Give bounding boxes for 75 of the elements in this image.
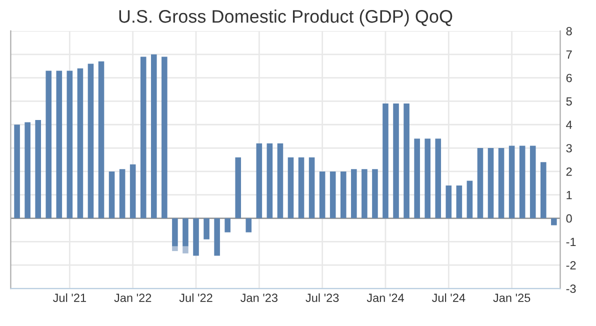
bar	[530, 146, 536, 218]
bar	[288, 157, 294, 218]
y-tick-label: 4	[566, 120, 572, 129]
bar	[246, 218, 252, 232]
bar	[172, 246, 178, 252]
bar	[182, 218, 188, 246]
bar	[372, 169, 378, 218]
bar	[393, 104, 399, 218]
bar	[224, 218, 230, 232]
bar	[266, 143, 273, 218]
bar	[477, 148, 484, 218]
bar	[540, 162, 546, 218]
bar	[382, 104, 388, 218]
bar	[277, 143, 284, 218]
bar	[162, 56, 168, 218]
bar	[466, 180, 473, 218]
bar	[66, 70, 73, 218]
bar	[108, 171, 115, 218]
bar	[488, 148, 494, 218]
x-tick-label: Jul '21	[52, 293, 86, 302]
y-tick-label: 8	[566, 27, 572, 36]
y-tick-label: 0	[566, 214, 572, 223]
bar	[508, 146, 515, 218]
bar	[404, 104, 410, 218]
bar	[446, 185, 452, 218]
bar	[298, 157, 304, 218]
bar	[56, 70, 62, 218]
bar	[119, 169, 126, 218]
x-tick-label: Jul '24	[432, 293, 466, 302]
bar	[519, 146, 526, 218]
bar	[151, 54, 157, 218]
bar	[140, 56, 146, 218]
chart-title: U.S. Gross Domestic Product (GDP) QoQ	[119, 10, 452, 26]
bar	[551, 218, 557, 226]
y-tick-label: 1	[566, 191, 572, 200]
bar	[214, 218, 220, 256]
bar	[319, 171, 326, 218]
bar	[498, 148, 504, 218]
bar	[98, 61, 104, 218]
y-tick-label: 5	[566, 97, 572, 106]
x-tick-label: Jan '25	[493, 294, 530, 302]
y-tick-label: 6	[566, 74, 572, 82]
x-tick-label: Jan '24	[366, 294, 404, 302]
bar	[172, 218, 178, 246]
x-tick-label: Jul '22	[179, 293, 212, 302]
bar	[256, 143, 262, 218]
x-tick-label: Jan '22	[114, 294, 152, 302]
bar	[235, 157, 242, 218]
bar	[424, 138, 430, 218]
bar	[24, 122, 30, 218]
bar	[88, 64, 94, 218]
x-tick-label: Jul '23	[306, 293, 339, 302]
bar	[351, 169, 357, 218]
y-tick-label: -3	[566, 284, 576, 293]
bar	[204, 218, 210, 240]
y-tick-label: -2	[566, 261, 576, 270]
x-tick-label: Jan '23	[240, 294, 278, 302]
bar	[14, 124, 20, 218]
y-tick-label: 2	[566, 167, 572, 176]
y-tick-label: -1	[566, 238, 576, 246]
bar	[340, 171, 346, 218]
bar	[330, 171, 336, 218]
y-tick-label: 7	[566, 50, 572, 59]
bar	[456, 185, 462, 218]
bar	[35, 120, 41, 218]
bar	[435, 138, 442, 218]
bar	[77, 68, 84, 218]
bar	[130, 164, 136, 218]
bar	[308, 157, 315, 218]
bar	[193, 218, 199, 256]
bar	[46, 70, 52, 218]
bar	[414, 138, 420, 218]
bar	[182, 246, 188, 254]
y-tick-label: 3	[566, 144, 572, 152]
bar	[362, 169, 368, 218]
